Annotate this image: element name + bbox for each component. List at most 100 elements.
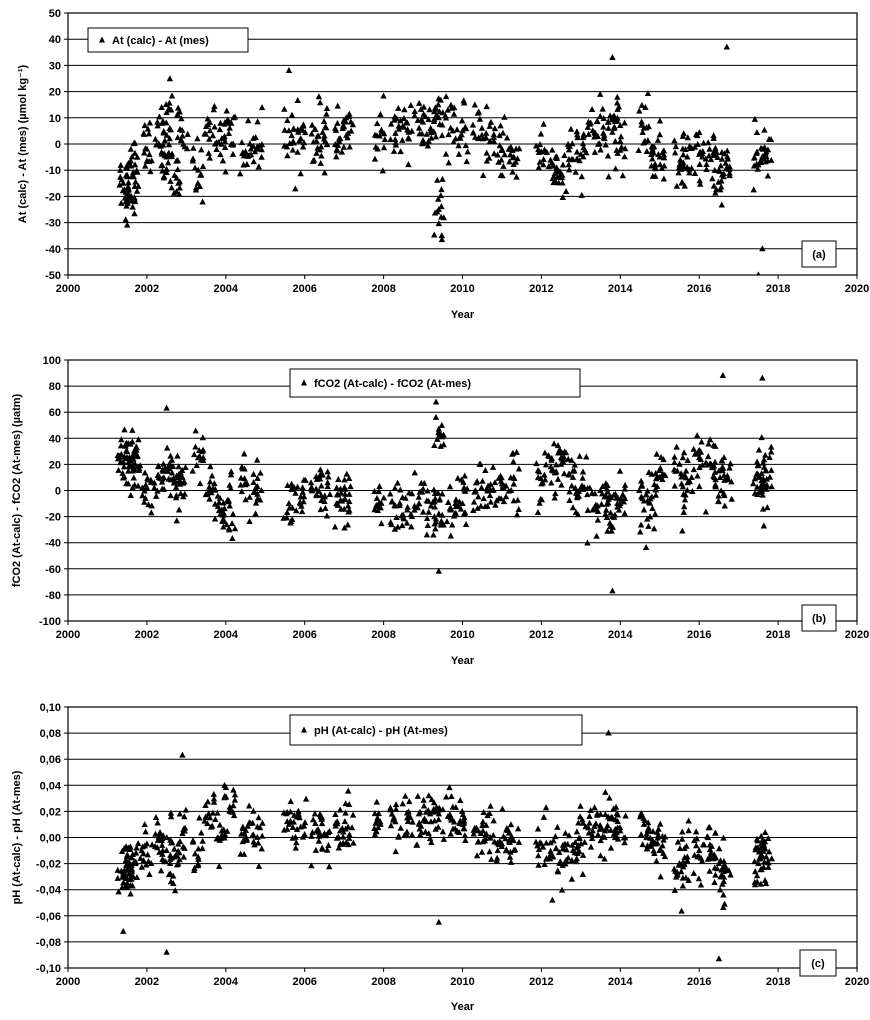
- data-point: [342, 809, 349, 816]
- data-point: [598, 490, 606, 497]
- data-point: [393, 514, 400, 521]
- data-point: [346, 143, 353, 150]
- data-point: [499, 129, 507, 136]
- data-point: [316, 475, 324, 482]
- data-point: [378, 128, 386, 135]
- data-point: [428, 796, 435, 803]
- data-point: [250, 488, 258, 495]
- data-point: [608, 527, 615, 534]
- data-point: [614, 811, 622, 818]
- data-point: [252, 510, 259, 517]
- data-point: [199, 845, 206, 852]
- data-point: [654, 834, 661, 841]
- data-point: [699, 461, 706, 468]
- data-point: [645, 468, 653, 475]
- data-point: [553, 468, 560, 475]
- data-point: [376, 483, 383, 490]
- data-point: [423, 531, 431, 538]
- data-point: [474, 504, 481, 511]
- data-point: [214, 809, 221, 816]
- data-point: [163, 108, 170, 115]
- data-point: [513, 511, 521, 518]
- data-point: [686, 142, 693, 149]
- data-point: [572, 838, 579, 845]
- data-point: [181, 824, 189, 831]
- data-point: [699, 841, 707, 848]
- data-point: [540, 155, 547, 162]
- data-point: [678, 179, 686, 186]
- data-point: [435, 195, 442, 202]
- data-point: [490, 817, 497, 824]
- data-point: [423, 818, 430, 825]
- data-point: [515, 465, 523, 472]
- data-point: [312, 846, 320, 853]
- data-point: [720, 490, 728, 497]
- data-point: [375, 810, 382, 817]
- data-point: [395, 104, 402, 111]
- data-point: [228, 520, 236, 527]
- data-point: [493, 854, 501, 861]
- data-point: [298, 508, 306, 515]
- data-point: [482, 821, 490, 828]
- data-point: [242, 826, 250, 833]
- data-point: [308, 486, 315, 493]
- data-point: [671, 137, 678, 144]
- data-point: [314, 826, 322, 833]
- data-point: [765, 848, 773, 855]
- data-point: [683, 163, 691, 170]
- data-point: [163, 404, 170, 411]
- data-point: [607, 509, 614, 516]
- y-tick-label: -0,10: [36, 963, 61, 975]
- data-point: [766, 473, 774, 480]
- data-point: [280, 826, 288, 833]
- data-point: [609, 128, 616, 135]
- data-point: [240, 161, 247, 168]
- data-point: [217, 119, 224, 126]
- data-point: [158, 119, 166, 126]
- x-tick-label: 2012: [529, 629, 553, 641]
- data-point: [154, 844, 161, 851]
- data-point: [438, 421, 446, 428]
- data-point: [695, 447, 702, 454]
- data-point: [281, 105, 288, 112]
- data-point: [455, 502, 462, 509]
- data-point: [614, 99, 621, 106]
- data-point: [405, 134, 412, 141]
- data-point: [288, 132, 295, 139]
- data-point: [700, 139, 707, 146]
- data-point: [414, 792, 422, 799]
- data-point: [660, 175, 668, 182]
- data-point: [572, 168, 579, 175]
- data-point: [505, 487, 512, 494]
- data-point: [706, 824, 713, 831]
- data-point: [720, 891, 727, 898]
- data-point: [196, 480, 204, 487]
- data-point: [375, 488, 382, 495]
- data-point: [685, 877, 692, 884]
- data-point: [120, 179, 127, 186]
- data-point: [432, 133, 440, 140]
- data-point: [130, 196, 137, 203]
- data-point: [654, 831, 662, 838]
- data-point: [397, 148, 404, 155]
- data-point: [564, 140, 572, 147]
- data-point: [434, 435, 441, 442]
- data-point: [251, 841, 258, 848]
- data-point: [335, 844, 343, 851]
- data-point: [166, 135, 173, 142]
- data-point: [548, 454, 555, 461]
- data-point: [584, 506, 592, 513]
- data-point: [711, 458, 719, 465]
- data-point: [756, 489, 763, 496]
- data-point: [371, 155, 379, 162]
- y-tick-label: 0,06: [40, 754, 61, 766]
- x-tick-label: 2000: [56, 629, 80, 641]
- data-point: [589, 827, 596, 834]
- panel-label-box: [799, 949, 837, 977]
- data-point: [688, 164, 695, 171]
- data-point: [753, 872, 761, 879]
- y-tick-label: 40: [49, 433, 61, 445]
- data-point: [591, 490, 599, 497]
- data-point: [490, 486, 497, 493]
